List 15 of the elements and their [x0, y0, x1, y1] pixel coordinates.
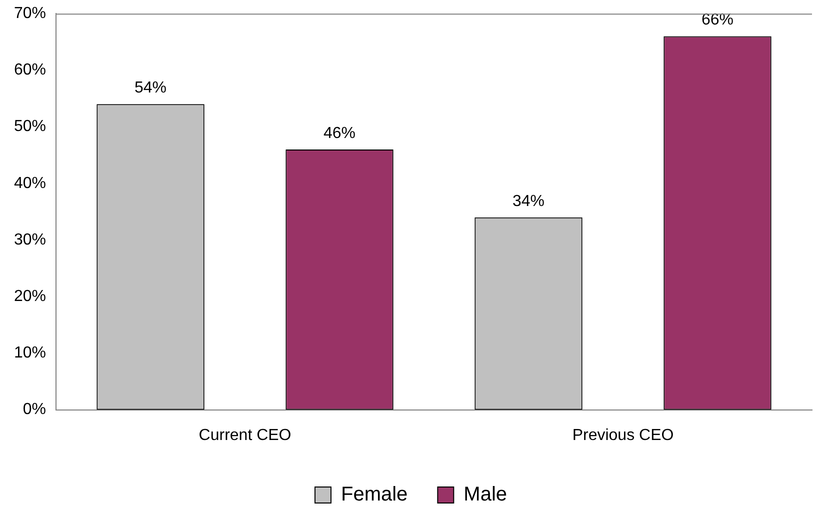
data-label: 54% — [134, 80, 167, 97]
y-tick-label: 50% — [14, 118, 46, 136]
data-label: 46% — [324, 124, 356, 142]
y-tick-label: 60% — [14, 62, 46, 79]
y-tick-label: 30% — [14, 231, 46, 248]
y-tick-label: 70% — [14, 5, 46, 22]
y-tick-label: 20% — [14, 288, 46, 306]
x-tick-label: Previous CEO — [572, 426, 674, 444]
y-tick-label: 0% — [22, 401, 46, 418]
y-tick-label: 10% — [14, 344, 46, 362]
legend-label: Female — [340, 484, 408, 506]
y-tick-label: 40% — [14, 174, 46, 192]
x-tick-label: Current CEO — [198, 426, 292, 444]
legend-label: Male — [464, 484, 508, 506]
data-label: 34% — [512, 192, 545, 210]
